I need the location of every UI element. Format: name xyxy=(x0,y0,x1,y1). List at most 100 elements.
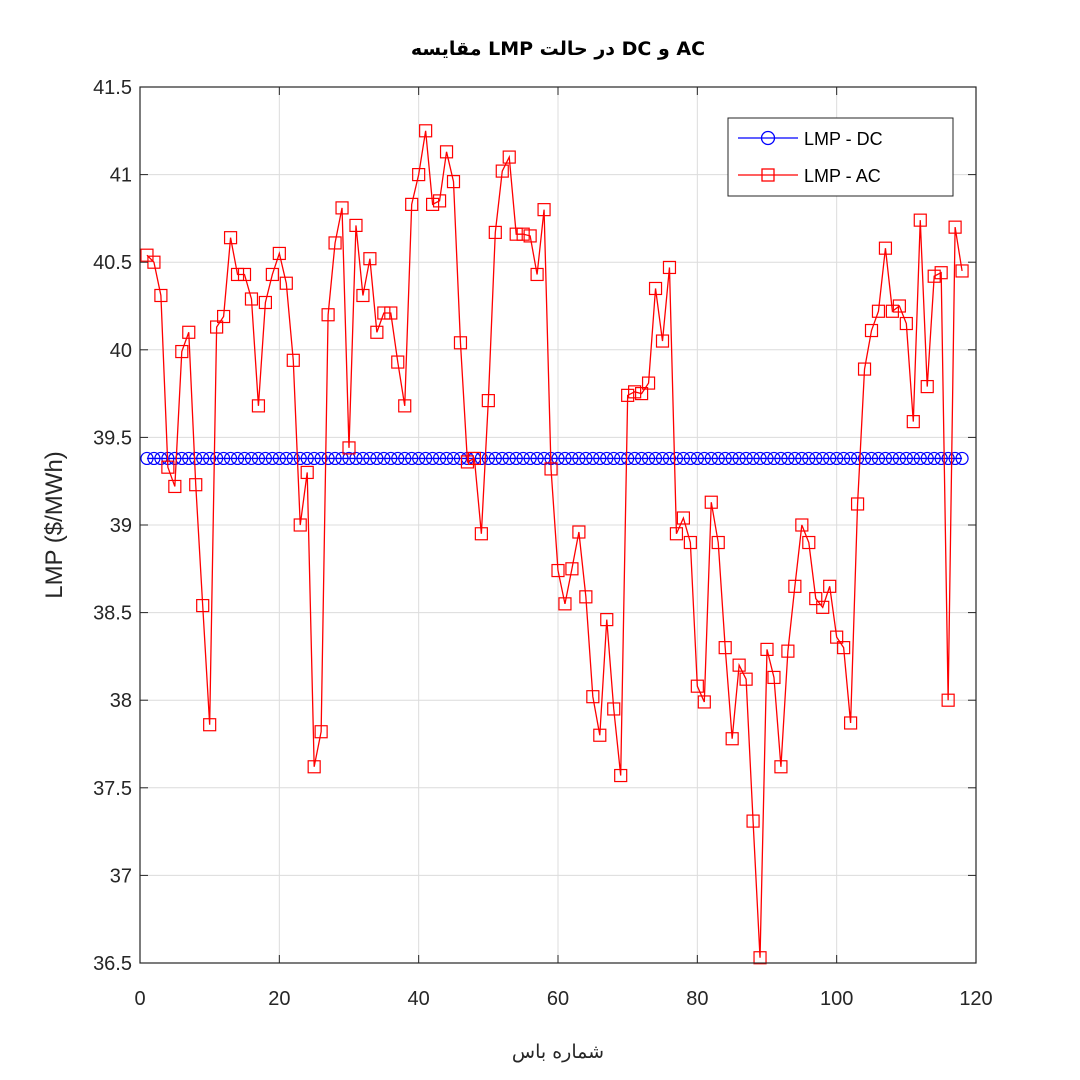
dc-point xyxy=(683,451,697,466)
ac-point xyxy=(363,252,377,266)
dc-point xyxy=(920,451,934,466)
ac-point xyxy=(906,415,920,429)
dc-point xyxy=(293,451,307,466)
dc-point xyxy=(147,451,161,466)
dc-point xyxy=(230,451,245,466)
dc-point xyxy=(307,451,321,466)
ac-point xyxy=(579,590,593,604)
dc-point xyxy=(405,451,419,466)
ac-point xyxy=(704,495,718,509)
square-marker-icon xyxy=(761,168,775,182)
ac-point xyxy=(377,306,391,320)
dc-point xyxy=(830,451,844,466)
ac-point xyxy=(614,768,628,783)
x-tick-label: 40 xyxy=(408,988,430,1010)
ac-point xyxy=(488,225,502,240)
dc-point xyxy=(837,451,851,466)
dc-point xyxy=(871,451,886,466)
ac-point xyxy=(586,690,600,704)
dc-point xyxy=(809,451,823,466)
ac-point xyxy=(628,385,642,399)
dc-point xyxy=(432,451,447,466)
dc-point xyxy=(941,451,955,466)
ac-point xyxy=(837,641,851,655)
dc-point xyxy=(864,451,879,466)
ac-point xyxy=(788,579,802,593)
dc-point xyxy=(223,451,238,466)
ac-point xyxy=(816,600,830,614)
dc-point xyxy=(711,451,725,466)
ac-point xyxy=(655,334,670,348)
dc-point xyxy=(628,451,642,466)
ac-point xyxy=(593,728,607,742)
ac-point xyxy=(913,213,927,227)
dc-point xyxy=(641,451,656,466)
dc-point xyxy=(955,451,969,466)
dc-point xyxy=(795,451,809,466)
dc-point xyxy=(655,451,670,466)
ac-point xyxy=(746,814,760,828)
dc-point xyxy=(579,451,593,466)
ac-point xyxy=(460,455,475,469)
legend-label-dc: LMP - DC xyxy=(804,129,883,149)
dc-point xyxy=(634,451,649,466)
dc-point xyxy=(788,451,802,466)
dc-point xyxy=(816,451,830,466)
ac-point xyxy=(175,344,189,359)
dc-point xyxy=(885,451,900,466)
dc-point xyxy=(781,451,795,466)
dc-point xyxy=(502,451,516,466)
dc-point xyxy=(453,451,468,466)
dc-point xyxy=(286,451,300,466)
ac-point xyxy=(474,527,488,541)
dc-point xyxy=(258,451,272,466)
dc-point xyxy=(342,451,356,466)
ac-point xyxy=(196,598,210,613)
ac-point xyxy=(258,295,272,310)
dc-point xyxy=(523,451,537,466)
x-tick-label: 100 xyxy=(820,988,853,1010)
ac-point xyxy=(558,597,572,611)
dc-point xyxy=(251,451,266,466)
ac-point xyxy=(412,168,426,182)
legend-box xyxy=(727,117,954,197)
dc-point xyxy=(300,451,314,466)
ac-point xyxy=(544,462,558,476)
dc-point xyxy=(279,451,293,466)
ac-point xyxy=(878,241,893,255)
series-lmp-ac xyxy=(140,124,969,965)
dc-point xyxy=(356,451,370,466)
ac-point xyxy=(530,267,544,282)
y-tick-label: 38 xyxy=(110,690,132,712)
y-axis-ticks: 36.5 37 37.5 38 38.5 39 39.5 40 40.5 41 41.5 xyxy=(93,77,976,975)
dc-point xyxy=(892,451,906,466)
ac-point xyxy=(419,124,433,138)
grid-lines xyxy=(140,87,976,963)
dc-point xyxy=(237,451,252,466)
dc-point xyxy=(802,451,816,466)
ac-point xyxy=(711,535,725,550)
dc-point xyxy=(210,451,224,466)
y-tick-label: 39.5 xyxy=(93,427,132,449)
ac-point xyxy=(244,292,259,306)
dc-point xyxy=(676,451,691,466)
ac-point xyxy=(342,441,356,455)
legend: LMP - DC LMP - AC xyxy=(727,117,954,197)
ac-point xyxy=(607,702,621,716)
dc-point xyxy=(217,451,231,466)
dc-point xyxy=(572,451,586,466)
ac-point xyxy=(349,218,363,233)
y-tick-label: 41.5 xyxy=(93,77,132,99)
dc-point xyxy=(328,451,342,466)
dc-point xyxy=(760,451,774,466)
ac-point xyxy=(676,511,691,525)
ac-point xyxy=(871,304,886,318)
ac-point xyxy=(830,630,844,644)
x-axis-ticks: 0 20 40 60 80 100 120 xyxy=(134,87,993,1010)
dc-point xyxy=(565,451,579,466)
dc-point xyxy=(439,451,454,466)
ac-point xyxy=(948,220,962,234)
y-tick-label: 36.5 xyxy=(93,953,132,975)
y-tick-label: 40 xyxy=(110,340,132,362)
